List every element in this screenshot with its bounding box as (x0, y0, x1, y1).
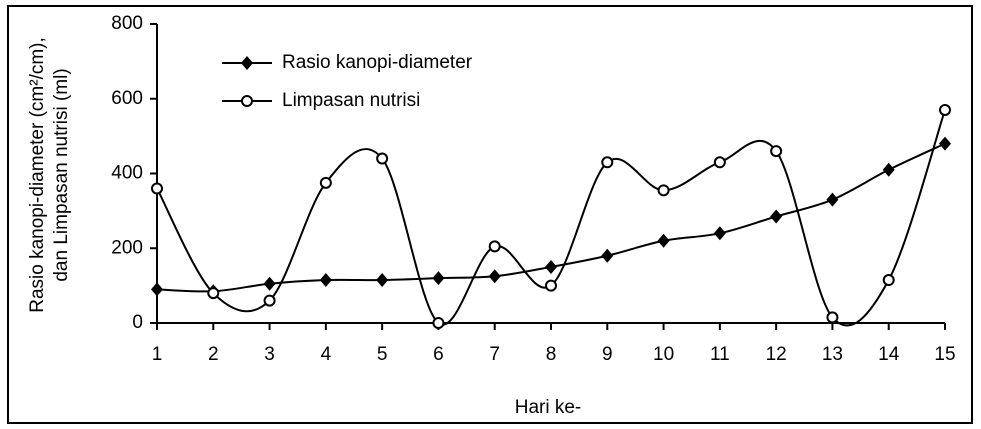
marker (770, 145, 783, 158)
x-axis-label: Hari ke- (515, 397, 582, 418)
legend-marker (241, 95, 253, 107)
marker (657, 184, 670, 197)
marker (713, 156, 726, 169)
y-tick-label: 200 (111, 237, 143, 258)
x-tick-label: 12 (766, 344, 787, 365)
marker (488, 269, 501, 284)
marker (488, 240, 501, 253)
legend-label: Rasio kanopi-diameter (282, 52, 473, 73)
x-tick-label: 11 (710, 344, 730, 365)
y-axis-label: Rasio kanopi-diameter (cm²/cm), (27, 37, 48, 313)
marker (376, 152, 389, 165)
x-tick-label: 5 (377, 344, 388, 365)
x-tick-label: 1 (152, 344, 163, 365)
marker (207, 287, 220, 300)
marker (319, 176, 332, 189)
marker (263, 294, 276, 307)
y-tick-label: 0 (132, 312, 143, 333)
x-tick-label: 10 (653, 344, 674, 365)
legend-marker (241, 56, 253, 70)
marker (882, 274, 895, 287)
marker (601, 248, 614, 263)
x-tick-label: 6 (433, 344, 444, 365)
marker (545, 279, 557, 292)
x-tick-label: 3 (264, 344, 275, 365)
x-tick-label: 9 (602, 344, 613, 365)
legend-label: Limpasan nutrisi (282, 90, 420, 111)
x-tick-label: 7 (489, 344, 500, 365)
marker (939, 103, 951, 116)
marker (770, 209, 783, 224)
marker (376, 273, 389, 288)
marker (432, 317, 445, 329)
marker (882, 162, 895, 177)
x-tick-label: 15 (934, 344, 955, 365)
y-tick-label: 600 (111, 88, 143, 109)
x-tick-label: 14 (878, 344, 900, 365)
marker (601, 156, 614, 169)
x-tick-label: 8 (546, 344, 557, 365)
y-tick-label: 400 (111, 163, 143, 184)
marker (713, 226, 726, 241)
marker (432, 271, 445, 286)
marker (826, 192, 839, 207)
marker (826, 311, 839, 324)
marker (657, 233, 670, 248)
marker (939, 136, 951, 151)
x-tick-label: 2 (208, 344, 219, 365)
marker (151, 182, 163, 195)
series-line (156, 109, 946, 327)
y-tick-label: 800 (111, 13, 143, 34)
frame (7, 5, 973, 424)
marker (545, 259, 557, 274)
y-axis-label: dan Limpasan nutrisi (ml) (51, 68, 72, 281)
marker (151, 282, 163, 297)
x-tick-label: 13 (822, 344, 843, 365)
marker (263, 276, 276, 291)
x-tick-label: 4 (321, 344, 332, 365)
marker (319, 273, 332, 288)
